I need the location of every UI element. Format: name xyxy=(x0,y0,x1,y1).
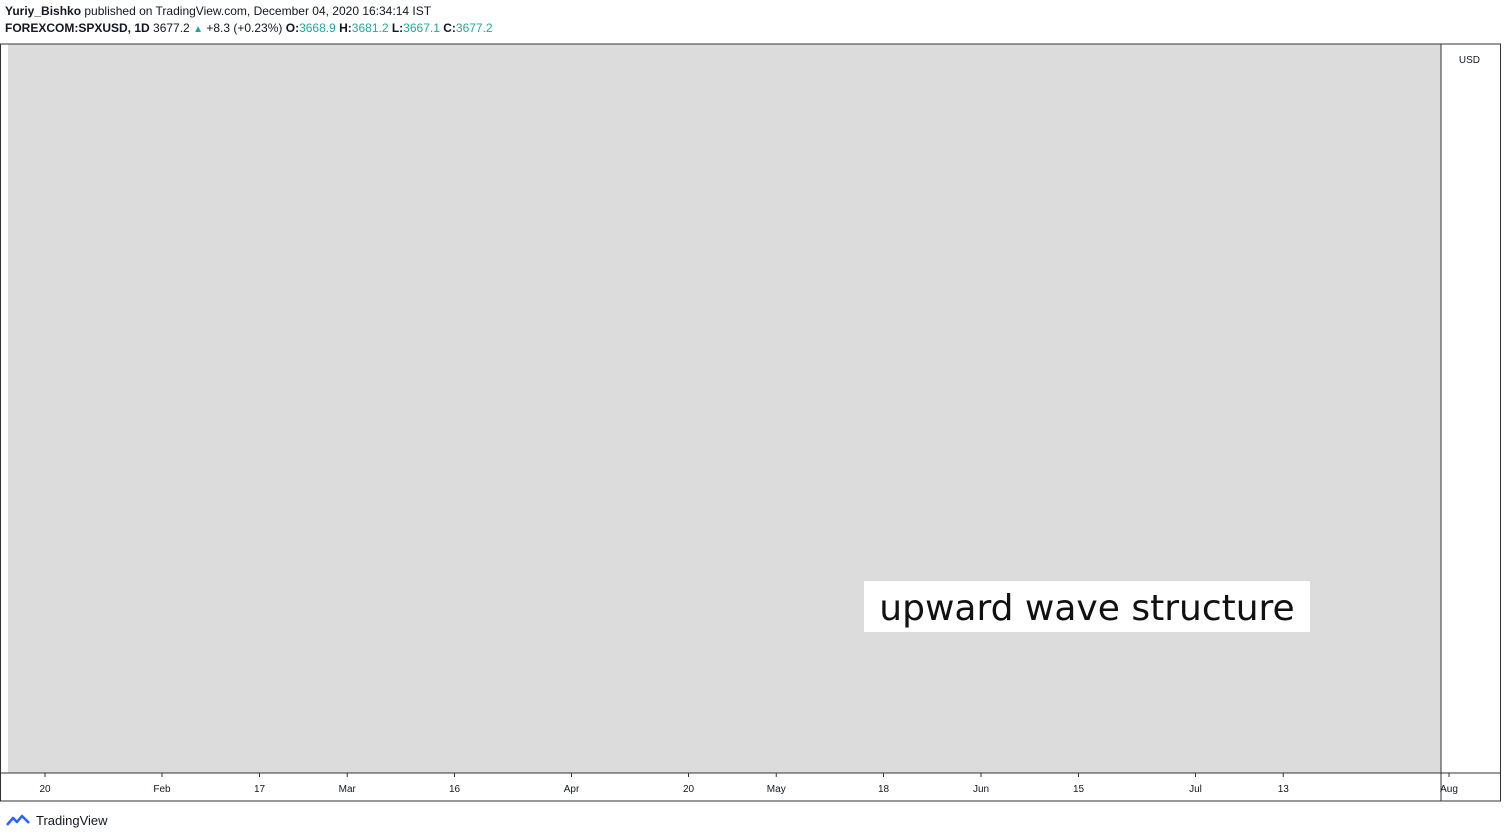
x-tick-label: 18 xyxy=(878,784,890,795)
x-tick-label: 20 xyxy=(39,784,51,795)
symbol-line: FOREXCOM:SPXUSD, 1D 3677.2 ▲ +8.3 (+0.23… xyxy=(5,20,493,38)
x-tick-label: Mar xyxy=(339,784,357,795)
footer: TradingView xyxy=(6,810,108,830)
annotation-box xyxy=(864,581,1310,632)
high-value: 3681.2 xyxy=(351,21,389,35)
close-value: 3677.2 xyxy=(455,21,493,35)
up-triangle-icon: ▲ xyxy=(193,24,203,35)
annotation-text: upward wave structure xyxy=(879,588,1294,629)
x-tick-label: Jul xyxy=(1189,784,1202,795)
plot-area xyxy=(8,44,1441,773)
tradingview-logo-icon[interactable] xyxy=(6,813,30,827)
x-tick-label: Jun xyxy=(973,784,989,795)
x-tick-label: Aug xyxy=(1440,784,1458,795)
author-name[interactable]: Yuriy_Bishko xyxy=(5,4,82,18)
x-tick-label: 20 xyxy=(683,784,695,795)
low-value: 3667.1 xyxy=(403,21,440,35)
x-tick-label: Feb xyxy=(153,784,171,795)
x-tick-label: May xyxy=(767,784,786,795)
chart-header: Yuriy_Bishko published on TradingView.co… xyxy=(5,3,493,38)
x-tick-label: 13 xyxy=(1278,784,1290,795)
x-tick-label: 15 xyxy=(1073,784,1085,795)
x-tick-label: 17 xyxy=(254,784,266,795)
chart-frame xyxy=(0,43,1501,802)
x-tick-label: 16 xyxy=(449,784,461,795)
symbol-label[interactable]: FOREXCOM:SPXUSD, 1D xyxy=(5,21,150,35)
last-price: 3677.2 xyxy=(153,21,190,35)
open-label: O: xyxy=(285,21,300,35)
x-tick-label: Apr xyxy=(564,784,580,795)
brand-name[interactable]: TradingView xyxy=(36,812,108,828)
publish-info: published on TradingView.com, December 0… xyxy=(84,4,432,18)
publish-line: Yuriy_Bishko published on TradingView.co… xyxy=(5,3,493,20)
price-change: +8.3 (+0.23%) xyxy=(206,21,283,35)
low-label: L: xyxy=(391,21,404,35)
high-label: H: xyxy=(339,21,352,35)
open-value: 3668.9 xyxy=(299,21,336,35)
close-label: C: xyxy=(443,21,456,35)
currency-label: USD xyxy=(1459,55,1480,66)
